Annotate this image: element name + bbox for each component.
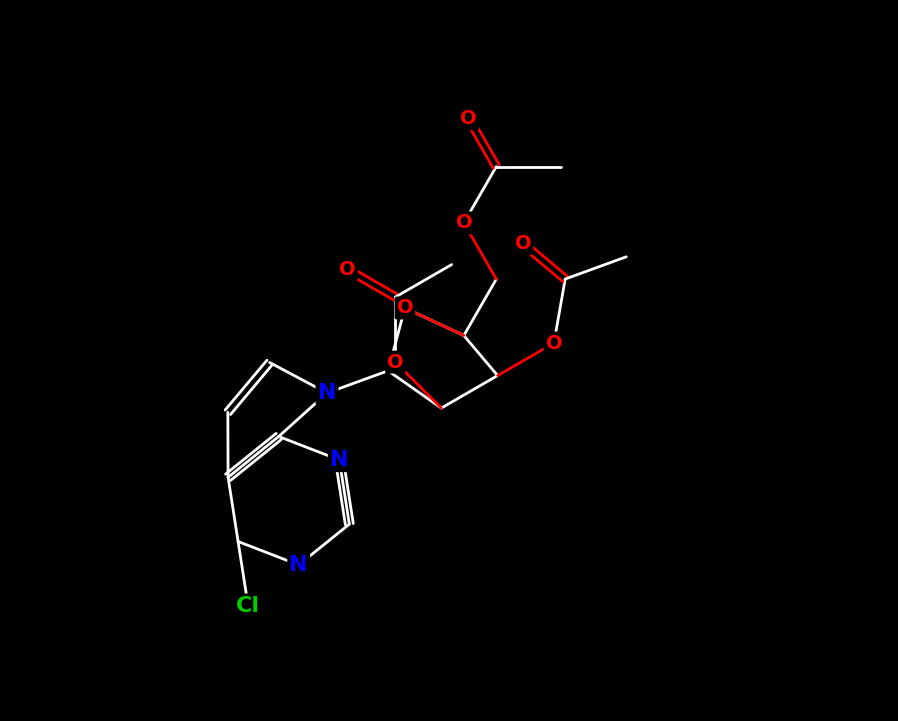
Text: O: O <box>461 109 477 128</box>
Text: O: O <box>397 298 413 317</box>
Text: N: N <box>318 383 336 403</box>
Text: N: N <box>330 450 348 470</box>
Text: O: O <box>515 234 532 253</box>
Text: N: N <box>289 555 308 575</box>
Text: O: O <box>339 260 356 279</box>
Text: O: O <box>546 334 562 353</box>
Text: O: O <box>387 353 404 371</box>
Text: Cl: Cl <box>236 596 260 616</box>
Text: O: O <box>455 213 472 232</box>
